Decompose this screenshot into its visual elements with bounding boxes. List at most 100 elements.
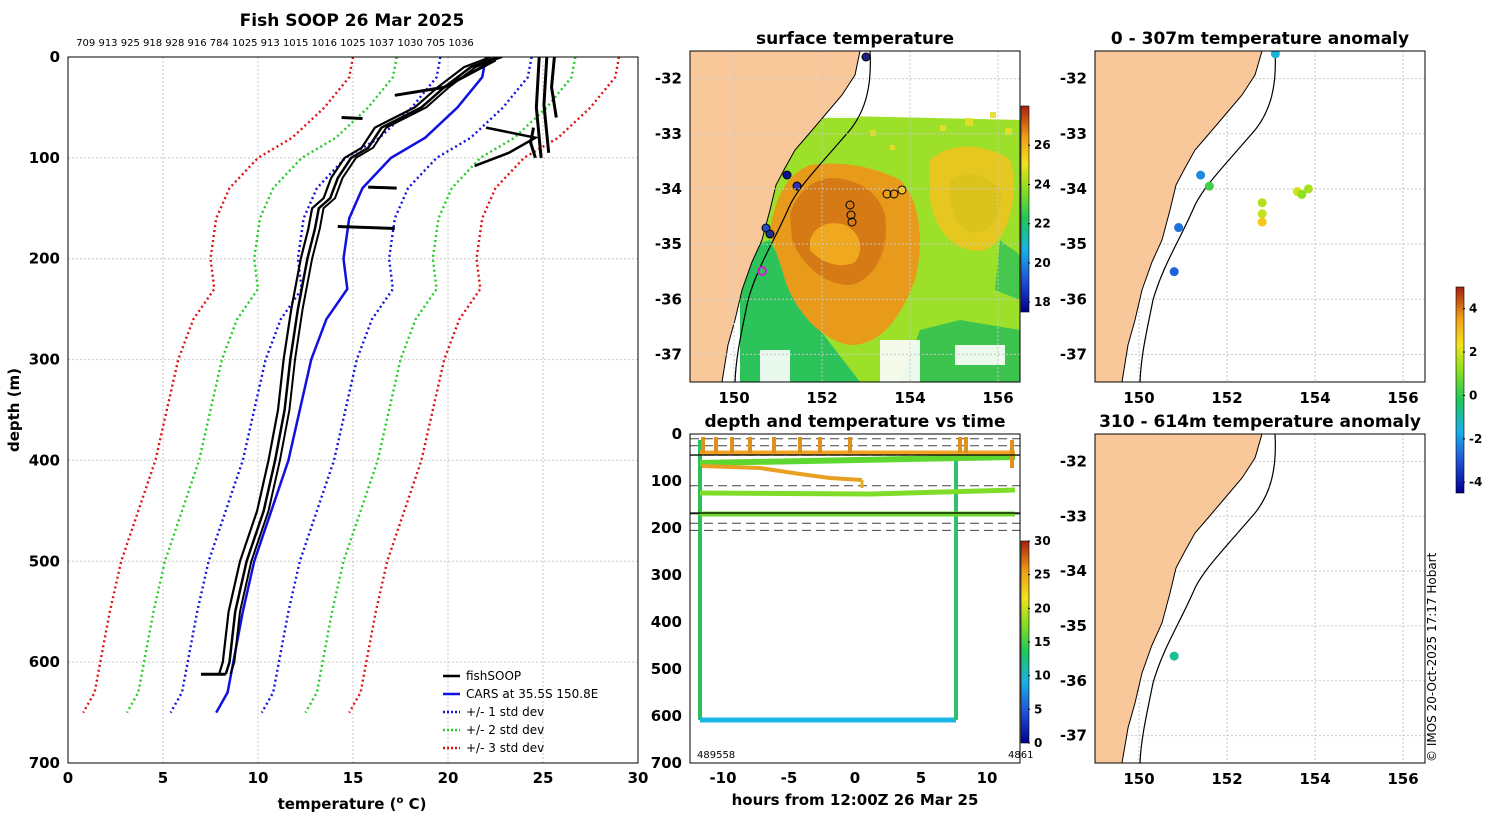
cars-line [215,57,488,714]
sd1-lower-line [169,57,442,714]
depth-time-title: depth and temperature vs time [705,412,1006,432]
anomaly-lower-ticks: 150 152 154 156 -32 -33 -34 -35 -36 -37 [1060,452,1419,788]
sd3-lower-line [82,57,355,714]
colorbar-tick-label: 10 [1034,669,1051,683]
anomaly-point [1169,651,1179,661]
surface-ticks: 150 152 154 156 -32 -33 -34 -35 -36 -37 [655,70,1014,407]
y-tick-label: -36 [1060,672,1087,690]
anomaly-point [1169,267,1179,277]
x-tick-label: 156 [1387,770,1418,788]
legend-sd1: +/- 1 std dev [466,705,544,719]
profile-panel: Fish SOOP 26 Mar 2025 709 913 925 918 92… [5,11,648,813]
x-tick-label: 154 [894,389,925,407]
y-tick-label: -34 [1060,180,1087,198]
y-tick-label: -35 [1060,617,1087,635]
y-tick-label: 700 [29,754,60,772]
anomaly-point [1257,198,1267,208]
y-tick-label: -33 [1060,507,1087,525]
x-tick-label: 150 [718,389,749,407]
profile-ylabel: depth (m) [5,368,23,452]
depth-time-tracks [698,437,1016,723]
profile-title: Fish SOOP 26 Mar 2025 [240,11,465,31]
colorbar-tick-label: 26 [1034,138,1051,152]
x-tick-label: 10 [248,769,269,787]
short-cast-line [368,185,397,190]
colorbar-tick-label: 4 [1469,302,1477,316]
x-tick-label: 152 [806,389,837,407]
x-tick-label: -10 [709,769,736,787]
y-tick-label: -32 [1060,70,1087,88]
colorbar-tick-label: 22 [1034,217,1051,231]
fish-line-1 [224,57,498,675]
warm-cast-line [474,126,539,168]
y-tick-label: -32 [655,70,682,88]
short-cast-line [337,224,395,230]
sd3-upper-line [348,57,621,714]
colorbar-tick-label: -2 [1469,432,1482,446]
y-tick-label: 300 [651,566,682,584]
profile-xlabel: temperature (o C) [278,795,427,813]
profile-legend: fishSOOP CARS at 35.5S 150.8E +/- 1 std … [443,669,598,755]
anomaly-upper-ticks: 150 152 154 156 -32 -33 -34 -35 -36 -37 [1060,70,1419,407]
warm-cast-line [542,57,551,153]
x-tick-label: 154 [1299,770,1330,788]
y-tick-label: -32 [1060,452,1087,470]
x-tick-label: 0 [63,769,73,787]
y-tick-label: 600 [29,653,60,671]
surface-colorbar-ticks: 26 24 22 20 18 [1028,138,1051,309]
anomaly-lower-panel: 310 - 614m temperature anomaly 150 152 154… [1060,412,1426,788]
anomaly-point [1174,223,1184,233]
legend-sd2: +/- 2 std dev [466,723,544,737]
land [1095,434,1263,763]
y-tick-label: -37 [655,345,682,363]
x-tick-label: -5 [781,769,798,787]
surface-stations [757,52,907,276]
profile-top-labels: 709 913 925 918 928 916 784 1025 913 101… [76,38,474,49]
depth-time-frame [689,433,1021,764]
colorbar-tick-label: 2 [1469,345,1477,359]
x-tick-label: 10 [977,769,998,787]
colorbar-tick-label: 25 [1034,568,1051,582]
y-tick-label: 0 [672,425,682,443]
anomaly-upper-title: 0 - 307m temperature anomaly [1111,29,1409,49]
profile-lines [82,57,621,714]
surface-title: surface temperature [756,29,954,49]
legend-cars: CARS at 35.5S 150.8E [466,687,598,701]
y-tick-label: -35 [1060,235,1087,253]
colorbar-tick-label: -4 [1469,475,1482,489]
anomaly-point [1257,217,1267,227]
anomaly-upper-points [1169,51,1313,277]
y-tick-label: -34 [655,180,682,198]
warm-cast-line [534,57,543,158]
colorbar-tick-label: 30 [1034,534,1051,548]
y-tick-label: -34 [1060,562,1087,580]
credit-text: © IMOS 20-Oct-2025 17:17 Hobart [1425,552,1439,762]
anomaly-point [1196,170,1206,180]
warm-cast-line [529,127,537,159]
y-tick-label: 0 [50,48,60,66]
anomaly-lower-title: 310 - 614m temperature anomaly [1099,412,1421,432]
colorbar-tick-label: 0 [1469,388,1477,402]
shelf-contour [1139,51,1276,382]
anomaly-upper-panel: 0 - 307m temperature anomaly 150 152 154 15… [1060,29,1426,407]
y-tick-label: -37 [1060,345,1087,363]
y-tick-label: -33 [655,125,682,143]
colorbar-tick-label: 0 [1034,736,1042,750]
x-tick-label: 15 [343,769,364,787]
y-tick-label: 100 [29,149,60,167]
y-tick-label: 200 [29,250,60,268]
y-tick-label: 300 [29,351,60,369]
anomaly-upper-frame [1094,50,1426,383]
y-tick-label: -37 [1060,727,1087,745]
anomaly-point [1257,209,1267,219]
y-tick-label: -35 [655,235,682,253]
colorbar-tick-label: 24 [1034,177,1051,191]
short-cast-line [341,116,363,121]
x-tick-label: 25 [533,769,554,787]
profile-frame [67,56,639,764]
land [1095,51,1263,382]
x-tick-label: 156 [1387,389,1418,407]
x-tick-label: 150 [1123,389,1154,407]
